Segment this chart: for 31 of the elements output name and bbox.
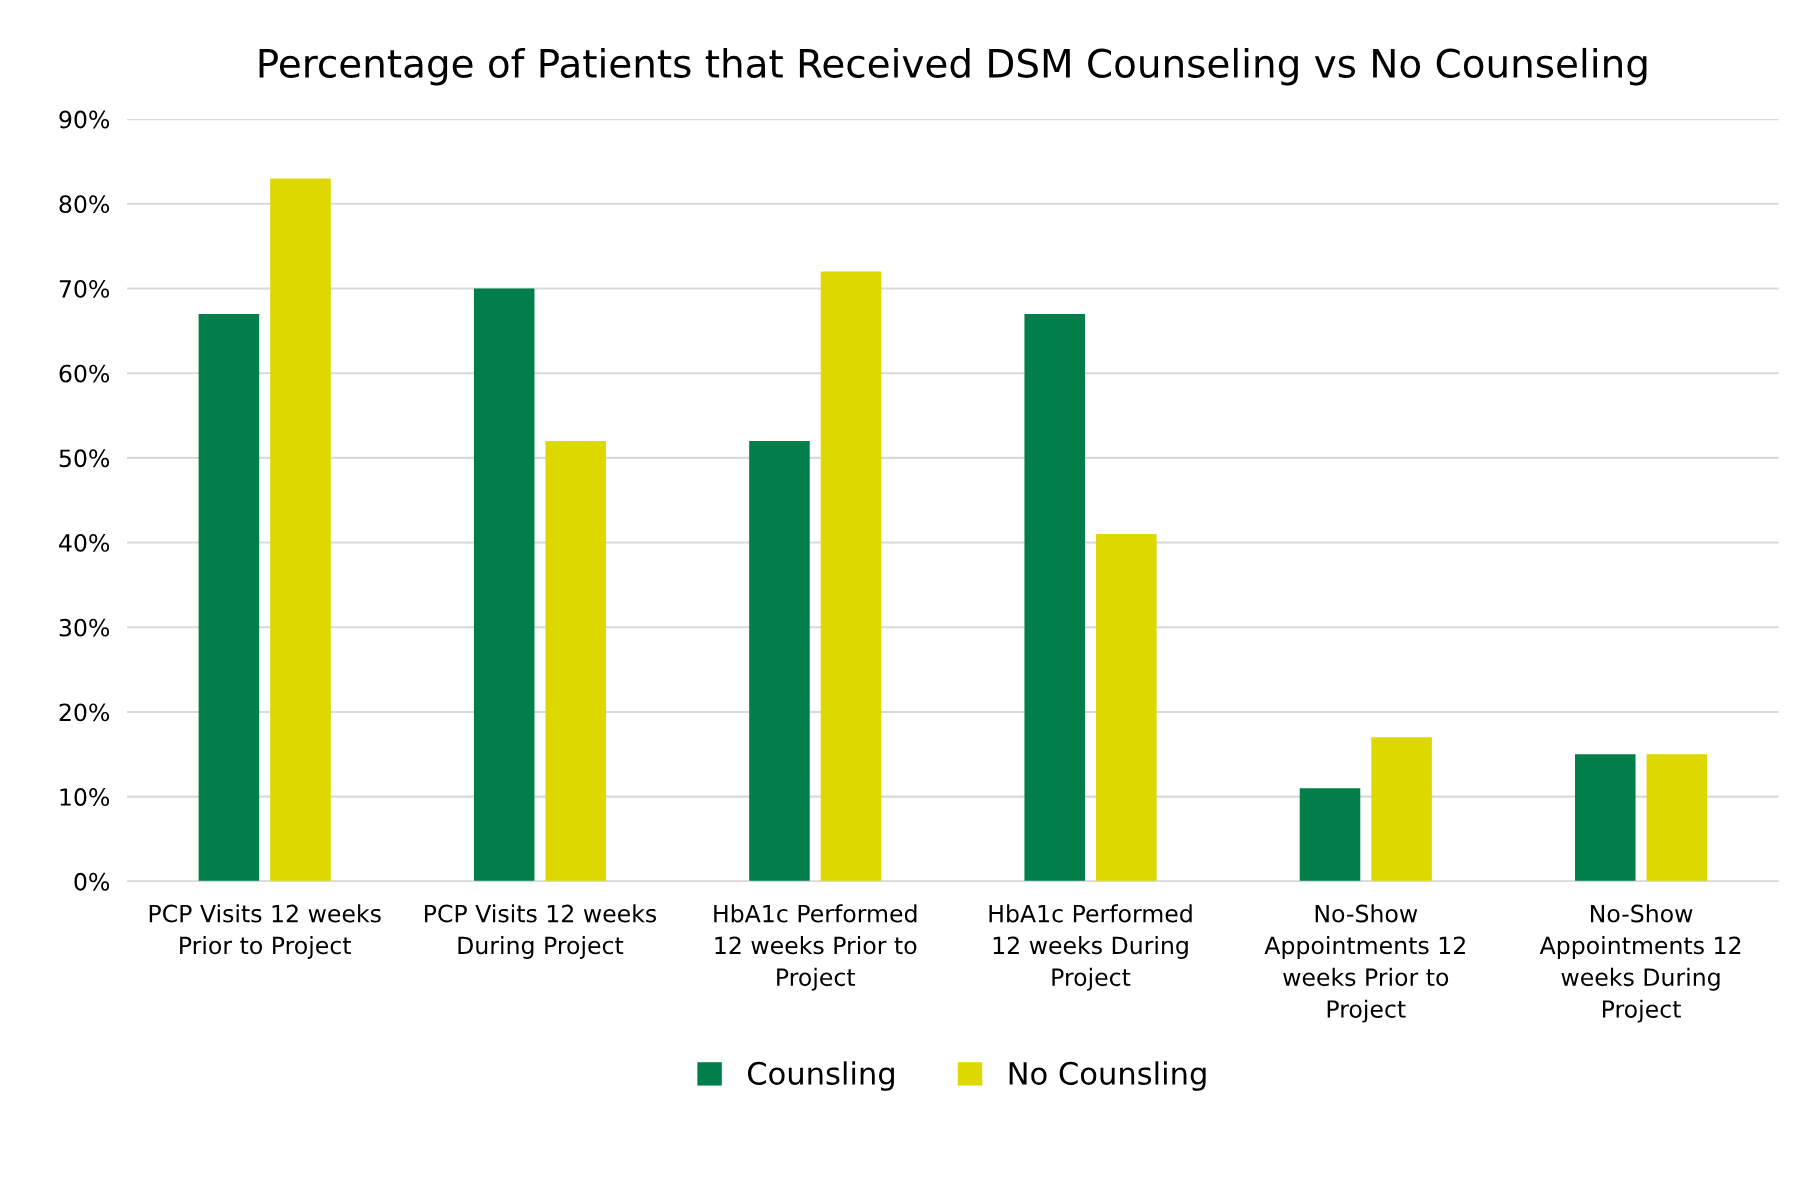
legend-label: Counsling — [747, 1061, 894, 1091]
chart-title: Percentage of Patients that Received DSM Counseling vs No Counseling — [259, 47, 1647, 86]
y-tick-label: 0% — [74, 872, 110, 891]
y-tick-label: 90% — [59, 110, 110, 129]
y-tick-label: 70% — [59, 279, 110, 298]
y-tick-label: 80% — [59, 195, 110, 214]
bar — [1575, 754, 1636, 882]
bar — [1299, 788, 1361, 882]
bar — [473, 288, 535, 882]
y-tick-label: 60% — [59, 364, 110, 383]
x-tick-label: No-Show Appointments 12 weeks Prior to Project — [1264, 904, 1465, 1023]
bar — [1024, 313, 1086, 882]
bar — [545, 440, 607, 882]
y-tick-label: 50% — [59, 449, 110, 468]
bar — [749, 440, 810, 882]
x-tick-label: PCP Visits 12 weeks During Project — [425, 904, 657, 959]
bar — [1096, 534, 1157, 882]
bar — [1371, 737, 1432, 882]
bar — [270, 178, 331, 882]
x-tick-label: HbA1c Performed 12 weeks Prior to Project — [714, 904, 917, 991]
y-tick-label: 20% — [59, 703, 110, 722]
x-tick-label: HbA1c Performed 12 weeks During Project — [989, 904, 1192, 991]
y-tick-label: 40% — [59, 534, 110, 552]
bar — [1646, 754, 1708, 882]
y-tick-label: 30% — [59, 618, 110, 637]
x-tick-label: No-Show Appointments 12 weeks During Project — [1539, 904, 1741, 1023]
bar — [198, 313, 260, 882]
x-tick-label: PCP Visits 12 weeks Prior to Project — [149, 904, 381, 959]
bar — [820, 271, 882, 882]
legend-label: No Counsling — [1009, 1061, 1206, 1091]
y-tick-label: 10% — [60, 788, 110, 806]
